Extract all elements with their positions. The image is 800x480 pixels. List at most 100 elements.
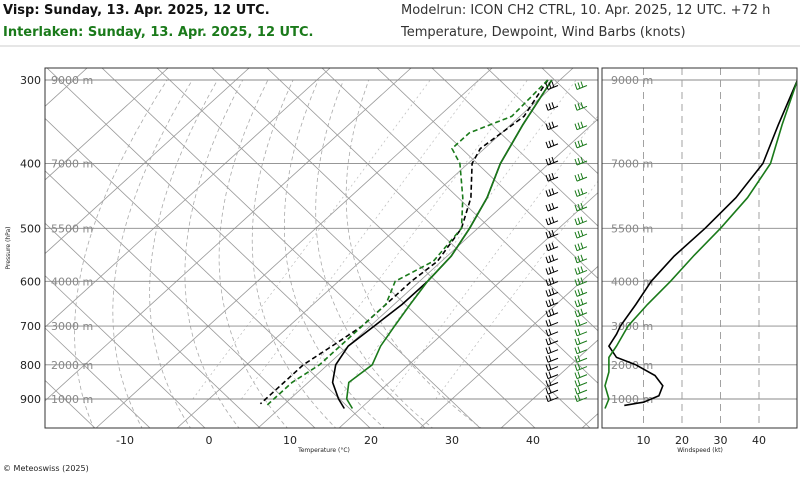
wind-barb-flag — [580, 288, 584, 295]
wind-barb-flag — [574, 372, 578, 379]
isotherm — [338, 192, 598, 428]
wind-barb — [547, 105, 559, 111]
copyright: © Meteoswiss (2025) — [3, 464, 89, 473]
wind-barb-flag — [580, 139, 584, 147]
wind-barb-flag — [551, 242, 555, 249]
wind-barb — [576, 291, 588, 297]
wind-barb-flag — [548, 379, 552, 386]
pressure-tick-label: 600 — [20, 275, 41, 288]
wind-barb-flag — [548, 140, 552, 148]
series-visp-dewpoint — [259, 79, 549, 405]
title-interlaken: Interlaken: Sunday, 13. Apr. 2025, 12 UT… — [3, 25, 314, 40]
wind-barb — [547, 312, 559, 318]
wind-barb-flag — [545, 104, 549, 111]
mixing-ratio — [338, 79, 577, 400]
isotherm — [176, 68, 574, 428]
windspeed-tick-label: 30 — [714, 434, 728, 447]
wind-barb-flag — [574, 338, 578, 346]
windspeed-interlaken — [604, 79, 797, 409]
wind-barb-flag — [548, 82, 552, 89]
wind-barb-flag — [574, 123, 578, 130]
moist-adiabat — [149, 79, 218, 428]
pressure-tick-label: 700 — [20, 320, 41, 333]
wind-barb-flag — [548, 394, 552, 401]
wind-barb-flag — [548, 355, 552, 362]
wind-barb-flag — [574, 329, 578, 336]
wind-barb-flag — [551, 81, 555, 88]
subtitle: Temperature, Dewpoint, Wind Barbs (knots… — [401, 25, 686, 40]
wind-barb-flag — [577, 379, 581, 386]
wind-barb-flag — [577, 203, 581, 211]
wind-barb-flag — [551, 121, 555, 128]
wind-barb-flag — [551, 102, 555, 109]
wind-barb-flag — [574, 218, 578, 225]
wind-barb-flag — [577, 386, 581, 394]
wind-barb — [576, 269, 588, 275]
wind-barb-flag — [574, 364, 578, 371]
wind-barb-flag — [574, 356, 578, 363]
isotherm — [45, 68, 331, 328]
wind-barb-flag — [580, 202, 584, 210]
isotherm — [45, 68, 250, 255]
wind-barb-flag — [577, 140, 581, 148]
wind-barb — [576, 233, 588, 239]
wind-barb-flag — [548, 371, 552, 378]
wind-barb-flag — [574, 310, 578, 317]
wind-barb-flag — [577, 371, 581, 378]
dry-adiabat — [376, 68, 598, 280]
wind-barb-flag — [548, 309, 552, 316]
wind-barb-flag — [580, 229, 584, 237]
wind-barb-flag — [574, 268, 578, 275]
wind-barb-flag — [545, 347, 549, 354]
dry-adiabat — [45, 327, 151, 428]
wind-barb-flag — [580, 242, 584, 249]
wind-height-label: 4000 m — [611, 275, 653, 288]
series-interlaken-temperature — [345, 79, 553, 409]
dry-adiabat — [211, 68, 591, 428]
wind-barb-flag — [548, 337, 552, 345]
wind-barb-flag — [548, 103, 552, 110]
y-axis-label: Pressure (hPa) — [5, 226, 12, 269]
wind-barb — [576, 340, 588, 346]
wind-barb-flag — [545, 158, 549, 166]
wind-barb-flag — [577, 289, 581, 296]
height-label: 5500 m — [51, 222, 93, 235]
skewt-frame — [44, 67, 599, 429]
wind-barb-flag — [545, 387, 549, 395]
wind-barb-flag — [577, 217, 581, 224]
moist-adiabat — [251, 79, 337, 428]
wind-barb — [547, 321, 559, 327]
wind-barb — [576, 143, 588, 149]
wind-barb — [547, 220, 559, 226]
wind-barb-flag — [580, 308, 584, 315]
wind-barb-flag — [548, 217, 552, 224]
wind-barb-flag — [548, 157, 552, 165]
wind-barb — [547, 331, 559, 337]
wind-barb-flag — [548, 363, 552, 370]
wind-barb-flag — [574, 347, 578, 354]
wind-barb — [576, 258, 588, 264]
dry-adiabat — [486, 68, 598, 175]
isotherm — [45, 68, 412, 402]
wind-barb-flag — [551, 254, 555, 261]
wind-barb — [576, 191, 588, 197]
wind-barb — [547, 349, 559, 355]
isotherm — [45, 68, 169, 181]
mixing-ratio — [289, 79, 528, 400]
wind-barb-flag — [580, 188, 584, 195]
wind-barb-flag — [574, 395, 578, 402]
wind-barb-flag — [574, 158, 578, 166]
wind-barb-flag — [551, 288, 555, 295]
wind-barb — [547, 191, 559, 197]
wind-barb-flag — [574, 300, 578, 307]
wind-barb — [576, 125, 588, 131]
wind-barb-flag — [577, 346, 581, 353]
wind-barb-flag — [545, 141, 549, 149]
wind-barb-flag — [551, 308, 555, 315]
dry-adiabat — [596, 68, 598, 70]
wind-barb-flag — [577, 267, 581, 274]
wind-barb-flag — [580, 172, 584, 180]
isotherm — [500, 339, 598, 428]
dry-adiabat — [45, 170, 316, 428]
x-axis-label: Temperature (°C) — [297, 447, 350, 454]
